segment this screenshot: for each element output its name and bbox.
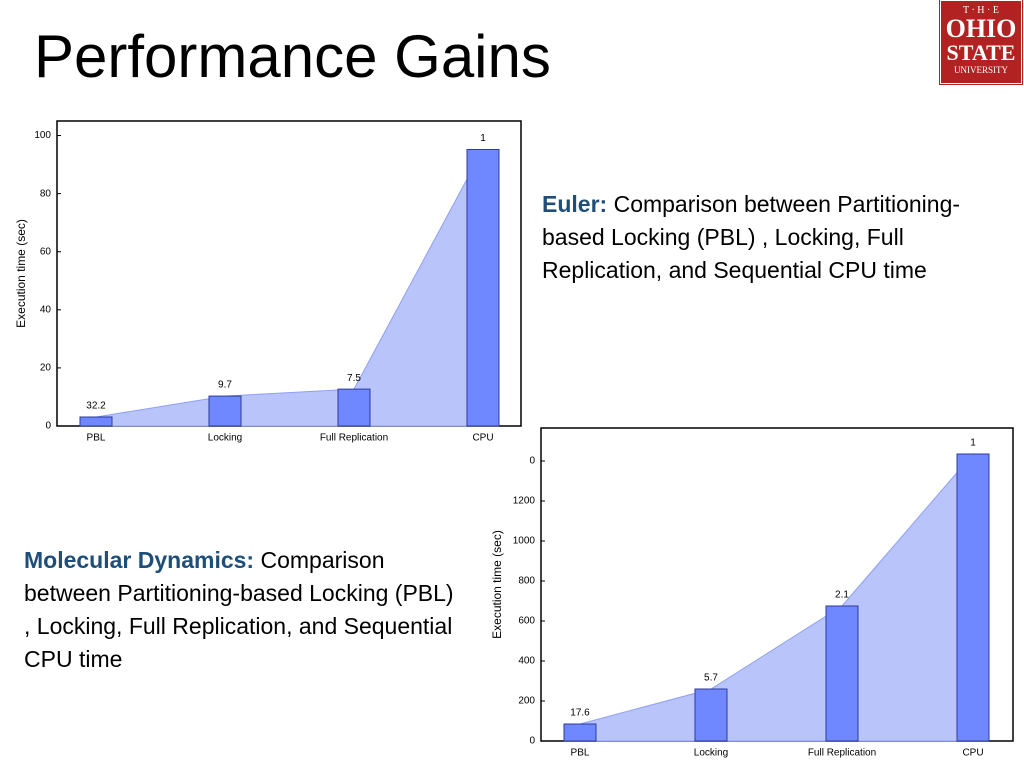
- x-tick-label: CPU: [962, 748, 983, 759]
- logo-text: OHIO: [945, 14, 1017, 43]
- y-axis-label: Execution time (sec): [14, 219, 28, 328]
- x-tick-label: PBL: [87, 433, 106, 444]
- y-tick-label: 0: [529, 456, 535, 467]
- y-axis-label: Execution time (sec): [490, 530, 504, 639]
- y-tick-label: 20: [40, 363, 52, 374]
- y-tick-label: 600: [518, 616, 535, 627]
- x-tick-label: CPU: [472, 433, 493, 444]
- logo-text: STATE: [946, 40, 1016, 65]
- bar: [208, 395, 242, 427]
- annotation: 5.7: [704, 673, 718, 684]
- y-tick-label: 800: [518, 576, 535, 587]
- annotation: 17.6: [570, 708, 590, 719]
- caption-text: Comparison between Partitioning-based Lo…: [542, 191, 961, 283]
- caption-text: Comparison between Partitioning-based Lo…: [24, 547, 454, 672]
- bar: [956, 453, 990, 742]
- bar: [337, 388, 371, 427]
- caption: Molecular Dynamics: Comparison between P…: [24, 544, 464, 676]
- bar: [466, 148, 500, 427]
- x-tick-label: Locking: [208, 433, 242, 444]
- y-tick-label: 0: [45, 421, 51, 432]
- annotation: 2.1: [835, 590, 849, 601]
- caption: Euler: Comparison between Partitioning-b…: [542, 188, 982, 287]
- annotation: 1: [970, 438, 976, 449]
- logo-text: T · H · E: [963, 5, 999, 16]
- logo: T · H · E OHIO STATE UNIVERSITY: [940, 0, 1022, 84]
- annotation: 7.5: [347, 373, 361, 384]
- bar: [694, 688, 728, 742]
- logo-text: UNIVERSITY: [954, 65, 1008, 75]
- y-tick-label: 1000: [513, 536, 536, 547]
- bar: [79, 416, 113, 427]
- annotation: 1: [480, 133, 486, 144]
- caption-label: Euler:: [542, 191, 608, 217]
- y-tick-label: 40: [40, 304, 52, 315]
- y-tick-label: 400: [518, 656, 535, 667]
- bar: [825, 605, 859, 742]
- x-tick-label: Full Replication: [808, 748, 876, 759]
- annotation: 32.2: [86, 401, 106, 412]
- slide-title: Performance Gains: [34, 23, 551, 90]
- y-tick-label: 80: [40, 188, 52, 199]
- x-tick-label: Locking: [694, 748, 728, 759]
- y-tick-label: 60: [40, 246, 52, 257]
- caption-label: Molecular Dynamics:: [24, 547, 255, 573]
- annotation: 9.7: [218, 380, 232, 391]
- y-tick-label: 100: [34, 130, 51, 141]
- y-tick-label: 200: [518, 696, 535, 707]
- x-tick-label: PBL: [571, 748, 590, 759]
- y-tick-label: 0: [529, 736, 535, 747]
- x-tick-label: Full Replication: [320, 433, 388, 444]
- bar: [563, 723, 597, 742]
- y-tick-label: 1200: [513, 496, 536, 507]
